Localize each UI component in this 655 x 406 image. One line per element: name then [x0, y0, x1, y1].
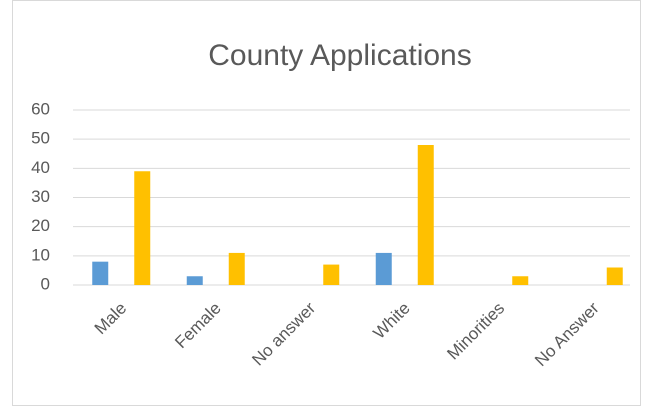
chart-frame	[12, 0, 641, 406]
bar	[228, 252, 245, 285]
bar	[606, 267, 623, 285]
bar	[512, 276, 529, 285]
chart-title: County Applications	[208, 39, 472, 72]
y-tick-label: 30	[31, 187, 50, 206]
y-tick-label: 20	[31, 216, 50, 235]
bar	[323, 264, 340, 285]
y-tick-label: 50	[31, 129, 50, 148]
bar	[186, 276, 203, 285]
bar	[375, 252, 392, 285]
y-tick-label: 10	[31, 245, 50, 264]
y-tick-label: 0	[41, 274, 50, 293]
bar	[92, 261, 109, 285]
bar	[417, 145, 434, 285]
bar	[134, 171, 151, 285]
y-tick-label: 40	[31, 158, 50, 177]
y-tick-label: 60	[31, 99, 50, 118]
